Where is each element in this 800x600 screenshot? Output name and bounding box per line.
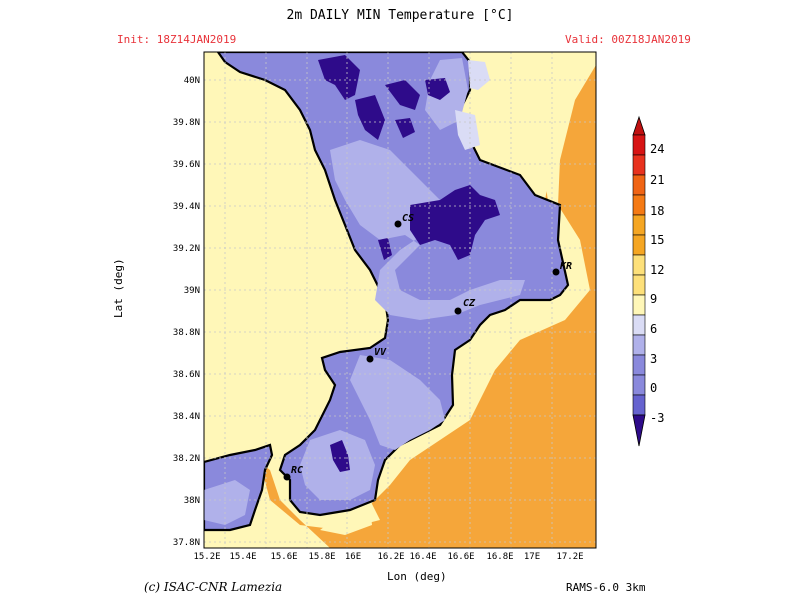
colorbar [632, 115, 646, 447]
map-frame [203, 51, 597, 549]
lon-tick: 16.8E [486, 552, 513, 562]
east-coast-band [320, 52, 596, 535]
lat-tick: 39.8N [173, 118, 200, 128]
city-dot-vv [366, 355, 374, 363]
colorbar-top-arrow [632, 115, 646, 136]
colorbar-swatch [632, 274, 646, 296]
city-label-vv: VV [374, 347, 387, 358]
city-dot-cz [454, 307, 462, 315]
colorbar-swatch [632, 314, 646, 336]
valid-time: Valid: 00Z18JAN2019 [565, 33, 691, 46]
lat-tick: 38N [184, 496, 200, 506]
city-dot-kr [552, 268, 560, 276]
lat-tick: 38.2N [173, 454, 200, 464]
city-label-kr: KR [559, 261, 572, 272]
lat-tick-labels: 37.8N 38N 38.2N 38.4N 38.6N 38.8N 39N 39… [173, 76, 200, 548]
colorbar-swatch [632, 294, 646, 316]
lon-tick: 17E [524, 552, 540, 562]
colorbar-swatch [632, 394, 646, 416]
land-mild-south [350, 355, 445, 450]
lat-tick: 39.6N [173, 160, 200, 170]
city-dot-cs [394, 220, 402, 228]
credit-text: (c) ISAC-CNR Lamezia [144, 580, 283, 594]
city-label-cs: CS [402, 213, 414, 224]
map-area [204, 52, 596, 548]
model-text: RAMS-6.0 3km [566, 581, 646, 594]
colorbar-label: 24 [650, 142, 664, 156]
map-title: 2m DAILY MIN Temperature [°C] [286, 8, 514, 23]
sicily-mild [204, 480, 250, 525]
west-coast-band [204, 52, 380, 462]
colorbar-label: 15 [650, 233, 664, 247]
colorbar-label: 21 [650, 173, 664, 187]
lon-tick: 16.4E [409, 552, 436, 562]
lat-tick: 38.6N [173, 370, 200, 380]
city-label-rc: RC [291, 465, 303, 476]
init-time: Init: 18Z14JAN2019 [117, 33, 237, 46]
colorbar-label: 18 [650, 204, 664, 218]
colorbar-swatch [632, 254, 646, 276]
lon-tick: 16.6E [447, 552, 474, 562]
colorbar-swatch [632, 174, 646, 196]
lon-tick: 15.8E [308, 552, 335, 562]
colorbar-labels: 24 21 18 15 12 9 6 3 0 -3 [650, 142, 664, 425]
lat-tick: 37.8N [173, 538, 200, 548]
colorbar-swatch [632, 194, 646, 216]
lat-tick: 38.4N [173, 412, 200, 422]
colorbar-swatch [632, 334, 646, 356]
x-axis-label: Lon (deg) [387, 570, 447, 583]
lon-tick: 15.6E [270, 552, 297, 562]
cold-zone-aspromonte [330, 440, 350, 472]
colorbar-label: 3 [650, 352, 657, 366]
colorbar-label: 12 [650, 263, 664, 277]
colorbar-swatch [632, 374, 646, 396]
lon-tick: 17.2E [556, 552, 583, 562]
lon-tick-labels: 15.2E 15.4E 15.6E 15.8E 16E 16.2E 16.4E … [193, 552, 583, 562]
colorbar-swatch [632, 214, 646, 236]
colorbar-swatch [632, 134, 646, 156]
lon-tick: 16.2E [377, 552, 404, 562]
lon-tick: 16E [345, 552, 361, 562]
colorbar-label: -3 [650, 411, 664, 425]
land-mild-pale [455, 60, 490, 150]
lat-tick: 40N [184, 76, 200, 86]
graticule [204, 52, 596, 548]
colorbar-swatch [632, 154, 646, 176]
lon-tick: 15.2E [193, 552, 220, 562]
colorbar-label: 6 [650, 322, 657, 336]
lat-tick: 39.4N [173, 202, 200, 212]
city-dot-rc [283, 473, 291, 481]
colorbar-label: 0 [650, 381, 657, 395]
city-label-cz: CZ [463, 298, 476, 309]
cold-zone-pollino [318, 55, 450, 140]
colorbar-swatch [632, 234, 646, 256]
colorbar-label: 9 [650, 292, 657, 306]
city-markers: CS KR CZ VV RC [283, 213, 572, 481]
lon-tick: 15.4E [229, 552, 256, 562]
lat-tick: 38.8N [173, 328, 200, 338]
y-axis-label: Lat (deg) [112, 258, 125, 318]
colorbar-bottom-arrow [632, 414, 646, 447]
lat-tick: 39.2N [173, 244, 200, 254]
colorbar-swatch [632, 354, 646, 376]
lat-tick: 39N [184, 286, 200, 296]
cold-zone-sila [378, 185, 500, 260]
